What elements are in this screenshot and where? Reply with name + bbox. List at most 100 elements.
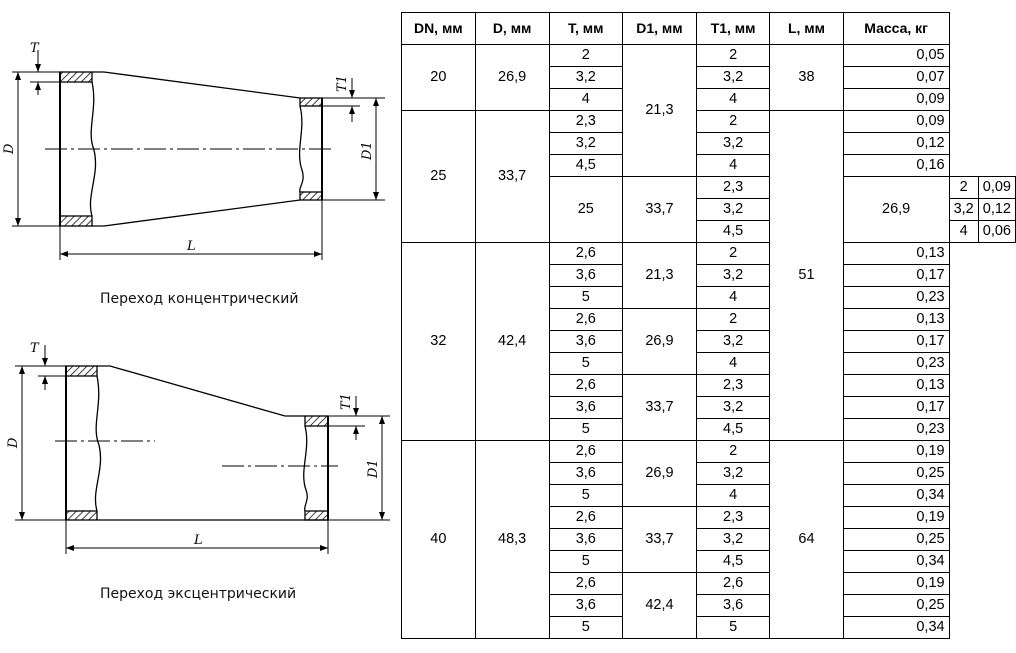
mass-cell: 0,06 bbox=[977, 220, 1016, 243]
d-cell: 48,3 bbox=[474, 440, 550, 639]
table-row: 2,6 26,9 2 0,13 bbox=[402, 308, 1016, 375]
d1-cell: 21,3 bbox=[621, 242, 697, 309]
mass-cell: 0,17 bbox=[842, 264, 950, 287]
label-D: D bbox=[2, 143, 17, 155]
t1-cell: 4 bbox=[695, 286, 771, 309]
table-row: 4 4 0,09 bbox=[402, 88, 1016, 111]
mass-cell: 0,25 bbox=[842, 594, 950, 617]
mass-cell: 0,12 bbox=[842, 132, 950, 155]
t-cell: 2,6 bbox=[548, 506, 623, 529]
label-L: L bbox=[193, 533, 203, 548]
table-row: 5 5 0,34 bbox=[402, 616, 1016, 639]
t-cell: 5 bbox=[548, 352, 623, 375]
t1-cell: 2,3 bbox=[695, 506, 771, 529]
label-D1: D1 bbox=[366, 459, 381, 479]
column-header: DN, мм bbox=[401, 12, 476, 45]
column-header: Масса, кг bbox=[842, 12, 950, 45]
d1-cell: 33,7 bbox=[621, 374, 697, 441]
mass-cell: 0,19 bbox=[842, 506, 950, 529]
label-T: T bbox=[30, 341, 40, 356]
column-header: L, мм bbox=[769, 12, 844, 45]
l-cell: 51 bbox=[769, 110, 844, 441]
d-cell: 42,4 bbox=[474, 242, 550, 441]
t-cell: 3,2 bbox=[695, 198, 771, 221]
t1-cell: 3,2 bbox=[695, 264, 771, 287]
label-D1: D1 bbox=[360, 141, 375, 161]
table-row: 2,6 42,4 2,6 0,19 bbox=[402, 572, 1016, 639]
d-cell: 33,7 bbox=[474, 110, 550, 243]
mass-cell: 0,19 bbox=[842, 440, 950, 463]
column-header: T1, мм bbox=[695, 12, 771, 45]
dn-cell: 40 bbox=[401, 440, 476, 639]
t1-cell: 3,2 bbox=[695, 132, 771, 155]
mass-cell: 0,16 bbox=[842, 154, 950, 177]
t1-cell: 4,5 bbox=[695, 418, 771, 441]
mass-cell: 0,19 bbox=[842, 572, 950, 595]
t-cell: 2,3 bbox=[695, 176, 771, 199]
table-row: 3,2 3,2 0,12 bbox=[402, 198, 1016, 221]
t1-cell: 4 bbox=[695, 352, 771, 375]
t-cell: 3,2 bbox=[548, 132, 623, 155]
t1-cell: 4 bbox=[695, 88, 771, 111]
eccentric-caption: Переход эксцентрический bbox=[100, 586, 297, 602]
mass-cell: 0,34 bbox=[842, 616, 950, 639]
d1-cell: 42,4 bbox=[621, 572, 697, 639]
table-row: 5 4 0,23 bbox=[402, 286, 1016, 309]
label-T1: T1 bbox=[335, 75, 350, 92]
t1-cell: 2 bbox=[948, 176, 979, 199]
table-row: 3,6 3,2 0,17 bbox=[402, 264, 1016, 287]
t-cell: 2,6 bbox=[548, 374, 623, 397]
t1-cell: 2 bbox=[695, 308, 771, 331]
t1-cell: 4 bbox=[695, 484, 771, 507]
mass-cell: 0,17 bbox=[842, 330, 950, 353]
dn-cell: 25 bbox=[401, 110, 476, 243]
d1-cell: 21,3 bbox=[621, 44, 697, 177]
t1-cell: 3,2 bbox=[695, 462, 771, 485]
eccentric-reducer-drawing bbox=[15, 345, 390, 554]
t1-cell: 2 bbox=[695, 440, 771, 463]
table-row: 4,5 4 0,16 bbox=[402, 154, 1016, 177]
t1-cell: 4 bbox=[948, 220, 979, 243]
d1-cell: 26,9 bbox=[621, 440, 697, 507]
t-cell: 4,5 bbox=[548, 154, 623, 177]
mass-cell: 0,12 bbox=[977, 198, 1016, 221]
t1-cell: 3,6 bbox=[695, 594, 771, 617]
reducer-drawings: T D L D1 T1 T D L D1 T1 bbox=[2, 41, 390, 554]
t-cell: 5 bbox=[548, 484, 623, 507]
label-L: L bbox=[186, 239, 196, 254]
d-cell: 26,9 bbox=[474, 44, 550, 111]
column-header: T, мм bbox=[548, 12, 623, 45]
t-cell: 5 bbox=[548, 286, 623, 309]
t1-cell: 3,2 bbox=[695, 330, 771, 353]
mass-cell: 0,09 bbox=[842, 88, 950, 111]
mass-cell: 0,07 bbox=[842, 66, 950, 89]
table-row: 2,6 33,7 2,3 0,19 bbox=[402, 506, 1016, 573]
table-row: 3,6 3,6 0,25 bbox=[402, 594, 1016, 617]
t-cell: 3,6 bbox=[548, 462, 623, 485]
mass-cell: 0,13 bbox=[842, 308, 950, 331]
table-row: 3,2 3,2 0,07 bbox=[402, 66, 1016, 89]
table-row: 3,6 3,2 0,25 bbox=[402, 462, 1016, 485]
t1-cell: 2 bbox=[695, 242, 771, 265]
d1-cell: 26,9 bbox=[842, 176, 950, 243]
table-row: 25 33,7 2,3 2 51 0,09 bbox=[401, 110, 1016, 441]
t1-cell: 3,2 bbox=[695, 528, 771, 551]
t1-cell: 2,6 bbox=[695, 572, 771, 595]
mass-cell: 0,25 bbox=[842, 462, 950, 485]
table-row: 3,6 3,2 0,17 bbox=[402, 330, 1016, 353]
mass-cell: 0,25 bbox=[842, 528, 950, 551]
d1-cell: 33,7 bbox=[621, 506, 697, 573]
t-cell: 2,6 bbox=[548, 440, 623, 463]
mass-cell: 0,23 bbox=[842, 286, 950, 309]
mass-cell: 0,09 bbox=[977, 176, 1016, 199]
t-cell: 5 bbox=[548, 550, 623, 573]
table-row: 3,2 3,2 0,12 bbox=[402, 132, 1016, 155]
mass-cell: 0,23 bbox=[842, 352, 950, 375]
t-cell: 3,2 bbox=[548, 66, 623, 89]
dimensions-table: DN, мм D, мм T, мм D1, мм T1, мм L, мм Масса, … bbox=[401, 12, 1016, 639]
table-row: 32 42,4 2,6 21,3 2 0,13 bbox=[401, 242, 1016, 441]
t1-cell: 2,3 bbox=[695, 374, 771, 397]
table-row: 3,6 3,2 0,25 bbox=[402, 528, 1016, 551]
t1-cell: 4 bbox=[695, 154, 771, 177]
t1-cell: 5 bbox=[695, 616, 771, 639]
